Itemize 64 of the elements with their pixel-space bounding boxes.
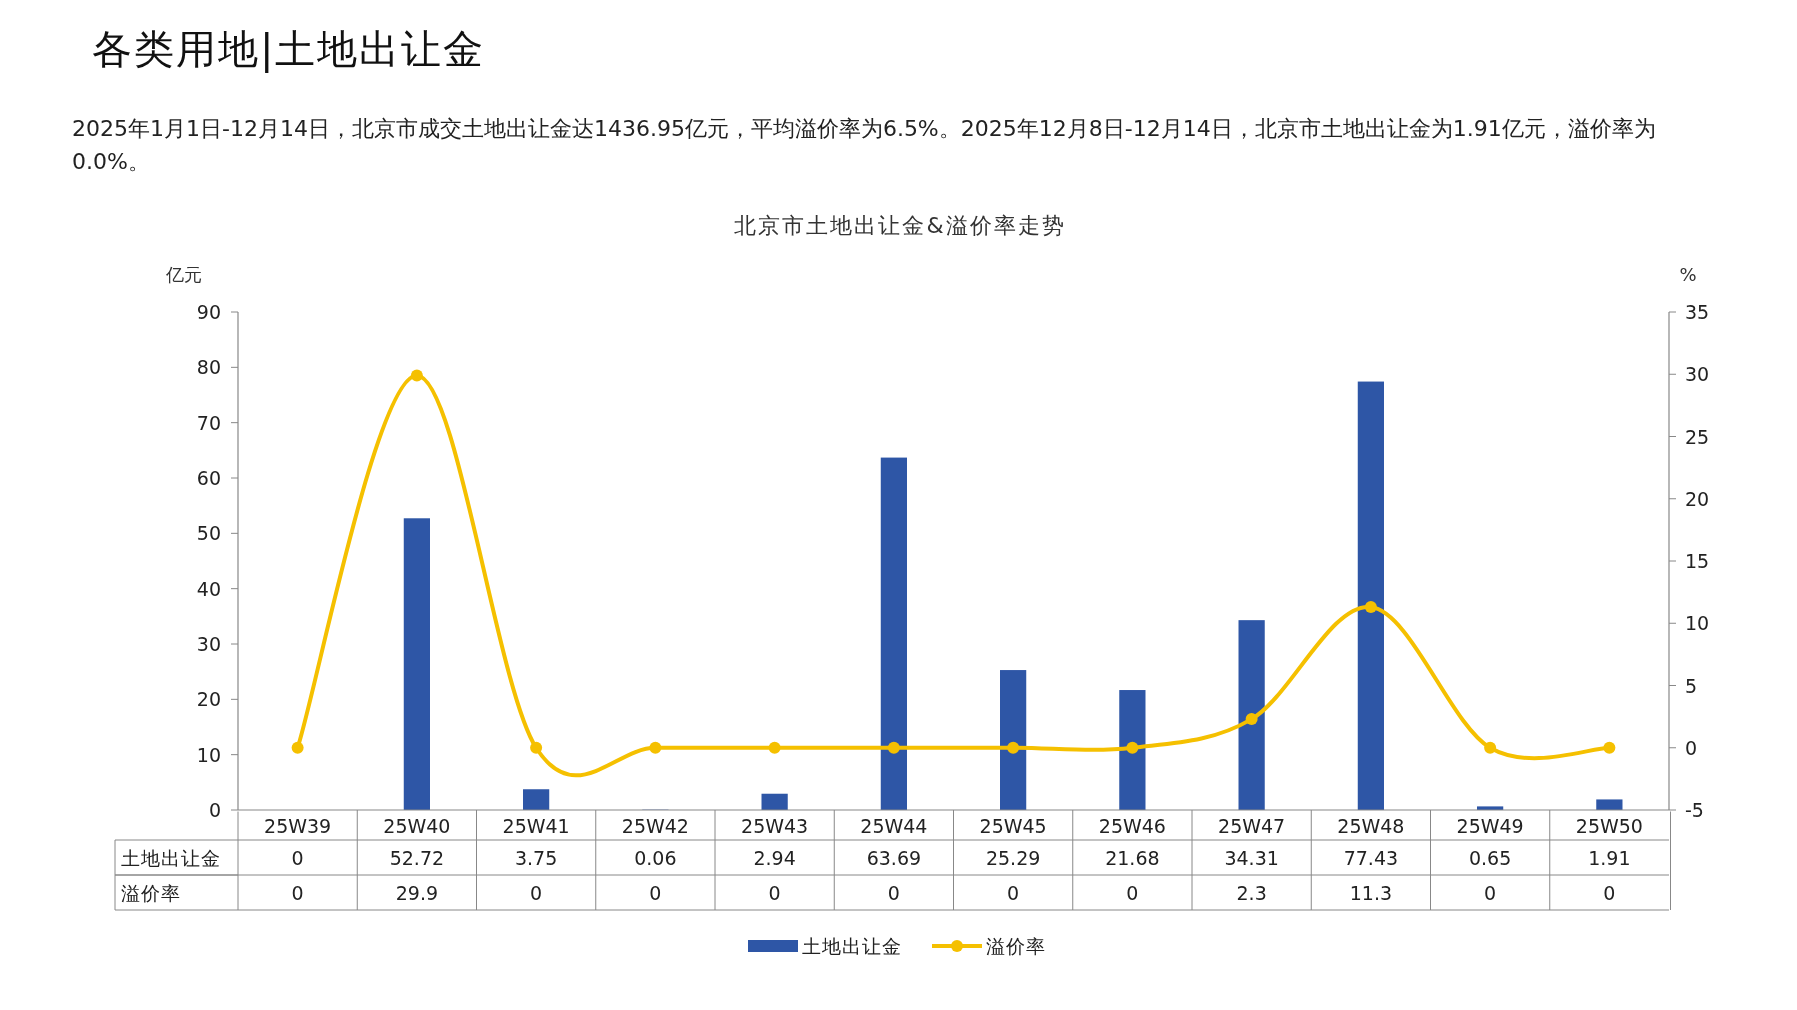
y-tick-label: 10	[196, 743, 221, 766]
y2-tick-label: 30	[1685, 363, 1710, 386]
x-tick-label: 25W46	[1098, 815, 1166, 837]
data-label: 25.29	[985, 847, 1041, 869]
y2-tick-label: 35	[1685, 301, 1710, 323]
data-label: 0	[1126, 882, 1139, 904]
data-label: 77.43	[1343, 847, 1399, 869]
text: 土地出让金	[121, 847, 221, 869]
y-tick-label: 60	[196, 467, 221, 489]
y2-tick-label: 15	[1685, 550, 1710, 572]
y-tick-label: 50	[196, 522, 221, 545]
y2-axis-title: %	[1679, 264, 1697, 285]
data-label: 34.31	[1224, 847, 1279, 869]
y-tick-label: 30	[196, 633, 221, 655]
text: 2025年1月1日-12月14日，北京市成交土地出让金达1436.95亿元，平均溢价率为6.5%。2025年12月8日-12月14日，北京市土地出让金为1.91亿元，溢价率为0.0%。	[72, 115, 1657, 176]
data-label: 0.65	[1468, 847, 1512, 869]
data-label: 2.94	[753, 847, 796, 869]
y-tick-label: 40	[196, 577, 221, 600]
y2-tick-label: 25	[1685, 425, 1710, 448]
data-label: 52.72	[389, 847, 445, 869]
chart-title: 北京市土地出让金&溢价率走势	[734, 213, 1066, 238]
data-label: 63.69	[866, 847, 922, 869]
x-tick-label: 25W44	[860, 815, 928, 837]
data-label: 0.06	[634, 847, 677, 869]
text: 各类用地|土地出让金	[92, 25, 486, 75]
data-label: 29.9	[395, 882, 439, 904]
data-label: 1.91	[1588, 847, 1631, 869]
x-tick-label: 25W43	[741, 815, 809, 837]
data-label: 0	[768, 882, 781, 904]
data-label: 3.75	[514, 847, 558, 869]
data-label: 0	[887, 882, 900, 904]
y-tick-label: 80	[196, 356, 221, 379]
x-tick-label: 25W45	[979, 815, 1047, 837]
y-tick-label: 0	[208, 799, 221, 821]
y2-tick-label: -5	[1685, 799, 1704, 821]
data-label: 2.3	[1236, 882, 1267, 904]
x-tick-label: 25W42	[621, 815, 689, 837]
x-tick-label: 25W50	[1575, 815, 1643, 837]
y2-tick-label: 0	[1685, 736, 1698, 759]
x-tick-label: 25W48	[1337, 815, 1405, 837]
y-axis-title: 亿元	[165, 264, 202, 285]
data-label: 0	[291, 882, 304, 904]
y-tick-label: 90	[196, 301, 221, 323]
data-label: 21.68	[1105, 847, 1160, 869]
x-tick-label: 25W49	[1456, 815, 1524, 837]
data-label: 0	[1007, 882, 1020, 904]
data-label: 0	[649, 882, 662, 904]
legend-label: 溢价率	[986, 935, 1046, 957]
x-tick-label: 25W41	[502, 815, 570, 837]
data-label: 0	[291, 847, 304, 869]
legend-label: 土地出让金	[802, 935, 902, 957]
data-label: 0	[1603, 882, 1616, 904]
x-tick-label: 25W47	[1218, 815, 1286, 837]
data-label: 0	[530, 882, 543, 904]
x-tick-label: 25W39	[264, 815, 332, 837]
y2-tick-label: 5	[1685, 674, 1698, 697]
x-tick-label: 25W40	[383, 815, 451, 837]
y-tick-label: 20	[196, 688, 221, 711]
y-tick-label: 70	[196, 411, 221, 434]
text: 溢价率	[121, 882, 181, 904]
y2-tick-label: 20	[1685, 487, 1710, 510]
data-label: 0	[1484, 882, 1497, 904]
data-label: 11.3	[1349, 882, 1393, 904]
y2-tick-label: 10	[1685, 612, 1710, 635]
